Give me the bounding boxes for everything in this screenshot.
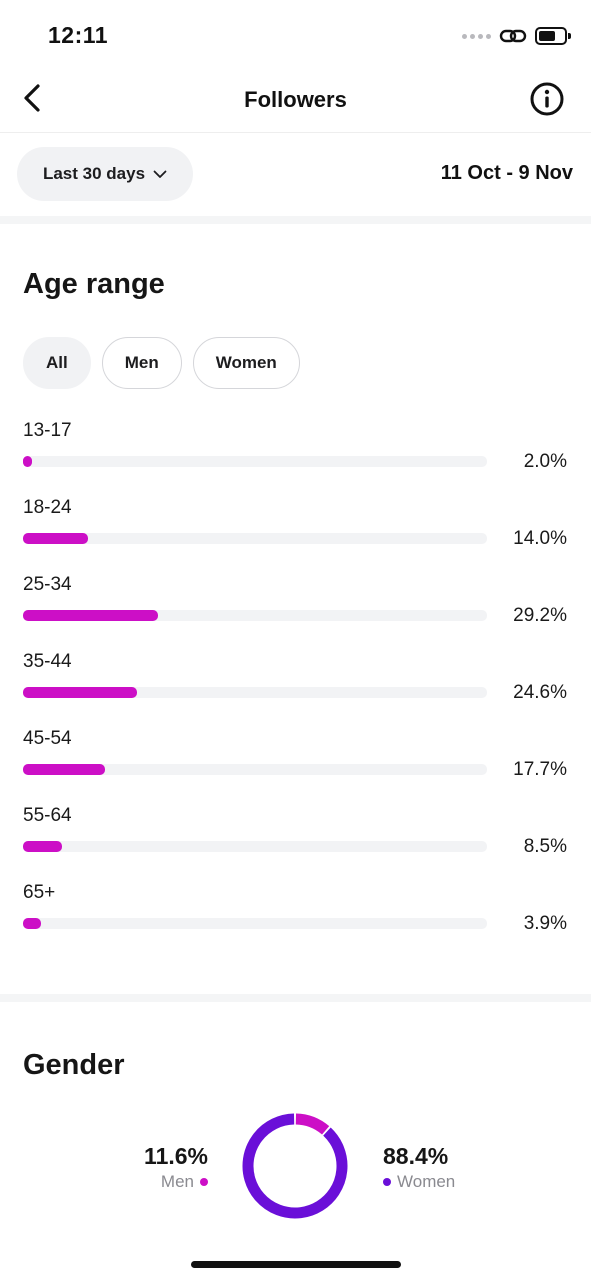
chevron-left-icon (24, 84, 40, 112)
age-bar-row: 45-54 17.7% (0, 728, 591, 805)
age-range-title: Age range (23, 268, 165, 300)
age-bar-track (23, 687, 487, 698)
age-bar-label: 35-44 (23, 651, 72, 672)
section-divider (0, 994, 591, 1002)
age-filter-chips: All Men Women (23, 337, 300, 389)
age-bar-track (23, 610, 487, 621)
age-bar-label: 18-24 (23, 497, 72, 518)
gender-men-stat: 11.6% Men (144, 1143, 208, 1192)
status-icons (462, 24, 571, 48)
men-legend: Men (144, 1172, 208, 1192)
age-bar-label: 55-64 (23, 805, 72, 826)
filter-chip-label: All (46, 353, 68, 372)
age-bar (23, 918, 42, 929)
age-bar-row: 18-24 14.0% (0, 497, 591, 574)
age-bar (23, 687, 138, 698)
women-percentage: 88.4% (383, 1143, 449, 1169)
filter-chip-label: Men (124, 353, 159, 372)
section-divider (0, 216, 591, 224)
filter-chip-all[interactable]: All (23, 337, 91, 389)
status-bar: 12:11 (0, 0, 591, 64)
age-bar (23, 841, 63, 852)
age-bar-track (23, 918, 487, 929)
age-bar-label: 65+ (23, 882, 56, 903)
age-bar (23, 764, 106, 775)
age-bar-row: 55-64 8.5% (0, 805, 591, 882)
filter-chip-women[interactable]: Women (192, 337, 300, 389)
gender-title: Gender (23, 1049, 125, 1081)
age-bar-row: 25-34 29.2% (0, 574, 591, 651)
age-bar-label: 13-17 (23, 420, 72, 441)
chevron-down-icon (153, 170, 167, 178)
age-bar-value: 17.7% (513, 759, 567, 780)
page-title: Followers (244, 87, 347, 112)
women-label: Women (397, 1172, 456, 1191)
age-bar-track (23, 764, 487, 775)
women-legend: Women (383, 1172, 455, 1192)
age-bar-track (23, 841, 487, 852)
age-bar (23, 456, 33, 467)
date-range-dropdown-label: Last 30 days (42, 164, 146, 183)
age-bar-value: 14.0% (513, 528, 567, 549)
age-bar-label: 25-34 (23, 574, 72, 595)
info-icon (530, 82, 564, 116)
age-bar-value: 8.5% (523, 836, 567, 857)
header: Followers (0, 66, 591, 133)
donut-slice-women (242, 1113, 348, 1219)
age-bar-value: 2.0% (523, 451, 567, 472)
age-range-chart: 13-17 2.0% 18-24 14.0% 25-34 29.2% 35-44 24.6% 4… (0, 420, 591, 959)
donut-slice-men (295, 1113, 330, 1135)
date-range-text: 11 Oct - 9 Nov (440, 162, 573, 184)
age-bar-label: 45-54 (23, 728, 72, 749)
women-color-dot (383, 1178, 391, 1186)
age-bar-row: 13-17 2.0% (0, 420, 591, 497)
info-button[interactable] (529, 81, 565, 117)
filter-chip-men[interactable]: Men (101, 337, 182, 389)
age-bar-value: 24.6% (513, 682, 567, 703)
age-bar-value: 3.9% (523, 913, 567, 934)
gender-women-stat: 88.4% Women (383, 1143, 455, 1192)
gender-donut-chart (242, 1113, 348, 1219)
signal-icon (462, 33, 491, 39)
age-bar-track (23, 456, 487, 467)
men-label: Men (160, 1172, 194, 1191)
age-bar (23, 533, 88, 544)
men-color-dot (200, 1178, 208, 1186)
age-bar (23, 610, 159, 621)
men-percentage: 11.6% (144, 1143, 208, 1169)
age-bar-row: 65+ 3.9% (0, 882, 591, 959)
date-range-dropdown[interactable]: Last 30 days (17, 147, 193, 201)
status-time: 12:11 (48, 22, 109, 48)
link-icon (499, 29, 527, 43)
back-button[interactable] (14, 80, 50, 116)
date-filter-row: Last 30 days 11 Oct - 9 Nov (0, 132, 591, 216)
age-bar-row: 35-44 24.6% (0, 651, 591, 728)
home-indicator (191, 1261, 401, 1268)
battery-icon (535, 27, 571, 45)
age-bar-value: 29.2% (513, 605, 567, 626)
filter-chip-label: Women (215, 353, 277, 372)
age-bar-track (23, 533, 487, 544)
